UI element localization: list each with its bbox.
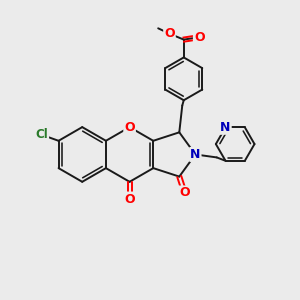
Text: O: O xyxy=(124,193,135,206)
Text: O: O xyxy=(194,31,205,44)
Text: N: N xyxy=(220,121,231,134)
Text: N: N xyxy=(190,148,200,161)
Text: Cl: Cl xyxy=(35,128,48,141)
Text: O: O xyxy=(179,187,190,200)
Text: O: O xyxy=(164,27,175,40)
Text: O: O xyxy=(124,121,135,134)
